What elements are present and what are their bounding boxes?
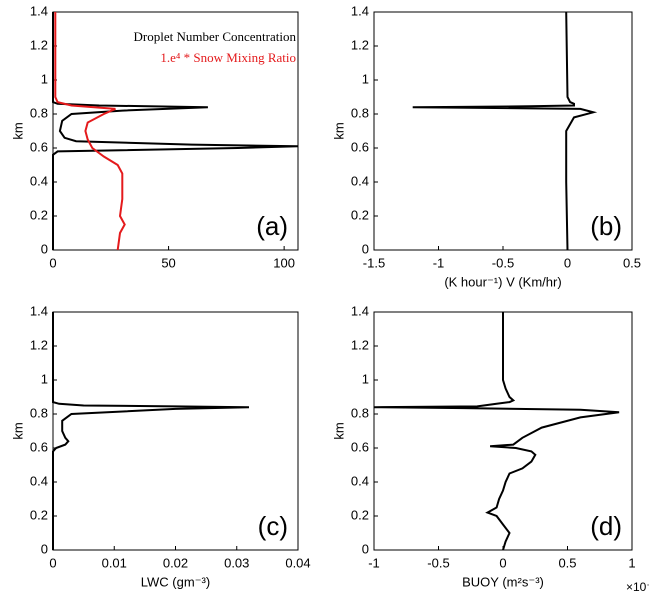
x-tick-label: 0.03 <box>224 555 249 570</box>
x-tick-label: 0 <box>564 255 571 270</box>
y-tick-label: 0.8 <box>351 405 369 420</box>
y-tick-label: 1 <box>41 71 48 86</box>
profile-line <box>412 11 598 251</box>
y-axis-label: km <box>331 422 346 439</box>
y-tick-label: 0.2 <box>30 507 48 522</box>
x-axis-label: LWC (gm⁻³) <box>141 574 210 589</box>
y-tick-label: 0.6 <box>30 139 48 154</box>
y-tick-label: 0.6 <box>351 139 369 154</box>
x-tick-label: 0 <box>499 555 506 570</box>
panel-label: (c) <box>258 511 288 541</box>
x-tick-label: 0 <box>49 255 56 270</box>
profile-line <box>373 312 620 551</box>
y-tick-label: 0.8 <box>30 405 48 420</box>
profile-line <box>52 12 299 250</box>
y-tick-label: 0.8 <box>351 105 369 120</box>
axes-box <box>52 11 299 251</box>
y-axis-label: km <box>10 122 25 139</box>
x-tick-label: -0.5 <box>492 255 514 270</box>
profile-line <box>54 12 126 251</box>
y-tick-label: 1.4 <box>351 303 369 318</box>
x-tick-label: -1 <box>433 255 445 270</box>
y-tick-label: 0 <box>41 541 48 556</box>
panel-label: (d) <box>590 511 622 541</box>
y-tick-label: 0.2 <box>351 207 369 222</box>
x-tick-label: 0.01 <box>102 555 127 570</box>
y-tick-label: 1.4 <box>30 303 48 318</box>
x-tick-label: 100 <box>273 255 295 270</box>
y-tick-label: 1 <box>41 371 48 386</box>
y-tick-label: 0 <box>362 241 369 256</box>
y-tick-label: 1 <box>362 71 369 86</box>
x-tick-label: 0.02 <box>163 555 188 570</box>
x-tick-label: 0.04 <box>285 555 310 570</box>
x-tick-label: 0.5 <box>558 555 576 570</box>
profile-line <box>52 312 250 550</box>
y-tick-label: 1.4 <box>30 3 48 18</box>
y-tick-label: 0.6 <box>351 439 369 454</box>
panel-label: (b) <box>590 211 622 241</box>
y-tick-label: 0.4 <box>351 173 369 188</box>
y-tick-label: 1 <box>362 371 369 386</box>
x-axis-label: (K hour⁻¹) V (Km/hr) <box>444 274 561 289</box>
y-tick-label: 1.2 <box>351 337 369 352</box>
x-tick-label: 0.5 <box>623 255 641 270</box>
y-tick-label: 1.2 <box>30 37 48 52</box>
x-tick-label: 50 <box>161 255 175 270</box>
y-tick-label: 0.4 <box>30 473 48 488</box>
x-tick-label: -1.5 <box>363 255 385 270</box>
y-axis-label: km <box>10 422 25 439</box>
x-tick-label: -0.5 <box>427 555 449 570</box>
y-tick-label: 1.2 <box>30 337 48 352</box>
legend-entry: Droplet Number Concentration <box>134 29 297 44</box>
y-tick-label: 0.6 <box>30 439 48 454</box>
x-axis-label: BUOY (m²s⁻³) <box>462 574 544 589</box>
y-tick-label: 0 <box>41 241 48 256</box>
y-axis-label: km <box>331 122 346 139</box>
y-tick-label: 1.4 <box>351 3 369 18</box>
panel-label: (a) <box>256 211 288 241</box>
y-tick-label: 0.4 <box>30 173 48 188</box>
legend-entry: 1.e⁴ * Snow Mixing Ratio <box>160 50 296 65</box>
x-tick-label: -1 <box>368 555 380 570</box>
y-tick-label: 1.2 <box>351 37 369 52</box>
x-tick-label: 1 <box>628 555 635 570</box>
x-exponent-label: ×10⁻⁴ <box>626 580 649 594</box>
y-tick-label: 0.8 <box>30 105 48 120</box>
x-tick-label: 0 <box>49 555 56 570</box>
y-tick-label: 0.2 <box>30 207 48 222</box>
y-tick-label: 0 <box>362 541 369 556</box>
y-tick-label: 0.4 <box>351 473 369 488</box>
y-tick-label: 0.2 <box>351 507 369 522</box>
